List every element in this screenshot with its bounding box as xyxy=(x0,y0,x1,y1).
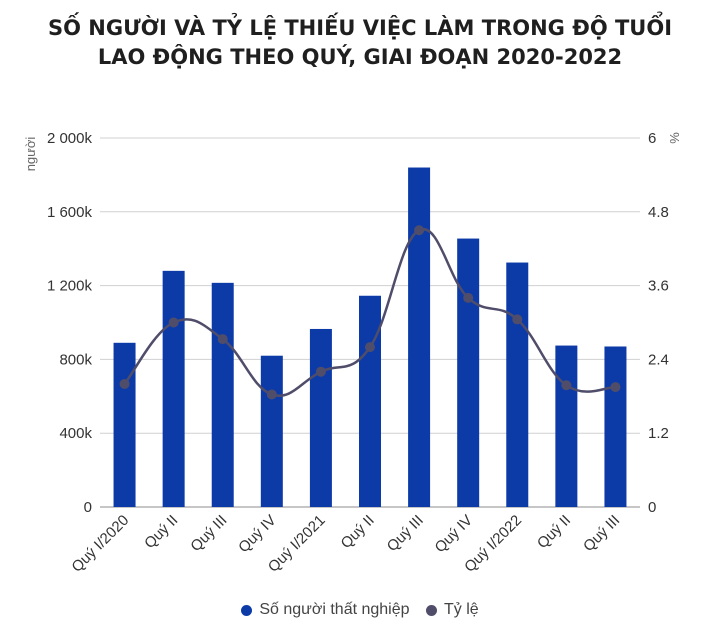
rate-point xyxy=(561,380,572,391)
rate-point xyxy=(512,314,523,325)
legend-marker-bar xyxy=(241,604,253,616)
legend-item-bars[interactable]: Số người thất nghiệp xyxy=(241,601,410,619)
rate-point xyxy=(365,342,375,353)
y-right-tick-label: 0 xyxy=(648,499,656,516)
y-right-tick-label: 4.8 xyxy=(648,204,669,221)
legend-label-bars: Số người thất nghiệp xyxy=(259,601,410,618)
rate-point xyxy=(217,334,228,345)
bar xyxy=(506,262,529,507)
legend-marker-line xyxy=(425,604,437,616)
legend-label-line: Tỷ lệ xyxy=(443,601,479,618)
bar xyxy=(260,355,283,507)
x-tick-label: Quý III xyxy=(187,512,230,555)
bar xyxy=(113,342,136,507)
y-right-tick-label: 2.4 xyxy=(648,351,669,368)
bar xyxy=(555,345,578,507)
rate-point xyxy=(266,389,277,400)
x-tick-label: Quý III xyxy=(580,512,623,555)
bar xyxy=(604,346,627,507)
y-left-axis-label: người xyxy=(23,137,38,172)
y-right-tick-label: 3.6 xyxy=(648,278,669,295)
rate-point xyxy=(168,317,179,328)
y-axis-right: 0 1.2 2.4 3.6 4.8 6% xyxy=(648,130,682,516)
y-right-axis-label: % xyxy=(667,132,682,144)
y-left-tick-label: 1 600k xyxy=(47,204,93,221)
legend: Số người thất nghiệp Tỷ lệ xyxy=(0,601,720,621)
x-tick-label: Quý I/2020 xyxy=(68,512,132,576)
y-right-tick-label: 6 xyxy=(648,130,656,147)
rate-point xyxy=(119,379,130,389)
chart-title-line-1: SỐ NGƯỜI VÀ TỶ LỆ THIẾU VIỆC LÀM TRONG Đ… xyxy=(47,16,673,40)
y-left-tick-label: 2 000k xyxy=(47,130,93,147)
chart-plot: 0 400k 800k 1 200k 1 600k 2 000k người 0 1.2 2.4… xyxy=(23,130,682,576)
rate-point xyxy=(610,382,621,393)
x-tick-label: Quý II xyxy=(141,512,181,552)
x-tick-label: Quý IV xyxy=(235,512,279,556)
bar xyxy=(408,167,431,507)
rate-point xyxy=(414,225,425,236)
x-tick-label: Quý IV xyxy=(432,512,476,556)
y-left-tick-label: 400k xyxy=(59,425,92,442)
bar-series xyxy=(113,167,627,508)
chart-title-line-2: LAO ĐỘNG THEO QUÝ, GIAI ĐOẠN 2020-2022 xyxy=(97,45,623,69)
rate-point xyxy=(463,292,474,303)
bar xyxy=(457,238,480,508)
y-left-tick-label: 1 200k xyxy=(47,278,93,295)
rate-line xyxy=(123,227,616,397)
bar xyxy=(211,282,234,507)
bar xyxy=(309,328,332,507)
y-right-tick-label: 1.2 xyxy=(648,425,669,442)
line-series xyxy=(119,225,621,400)
y-axis-left: 0 400k 800k 1 200k 1 600k 2 000k người xyxy=(23,130,92,516)
chart-title: SỐ NGƯỜI VÀ TỶ LỆ THIẾU VIỆC LÀM TRONG Đ… xyxy=(0,14,720,72)
bar xyxy=(162,270,185,507)
legend-item-line[interactable]: Tỷ lệ xyxy=(425,601,479,619)
rate-point xyxy=(315,366,326,377)
y-left-tick-label: 0 xyxy=(84,499,92,516)
y-left-tick-label: 800k xyxy=(59,351,92,368)
x-tick-label: Quý III xyxy=(384,512,427,555)
x-tick-label: Quý II xyxy=(338,512,378,552)
bar xyxy=(359,295,381,507)
x-tick-label: Quý II xyxy=(534,512,574,552)
